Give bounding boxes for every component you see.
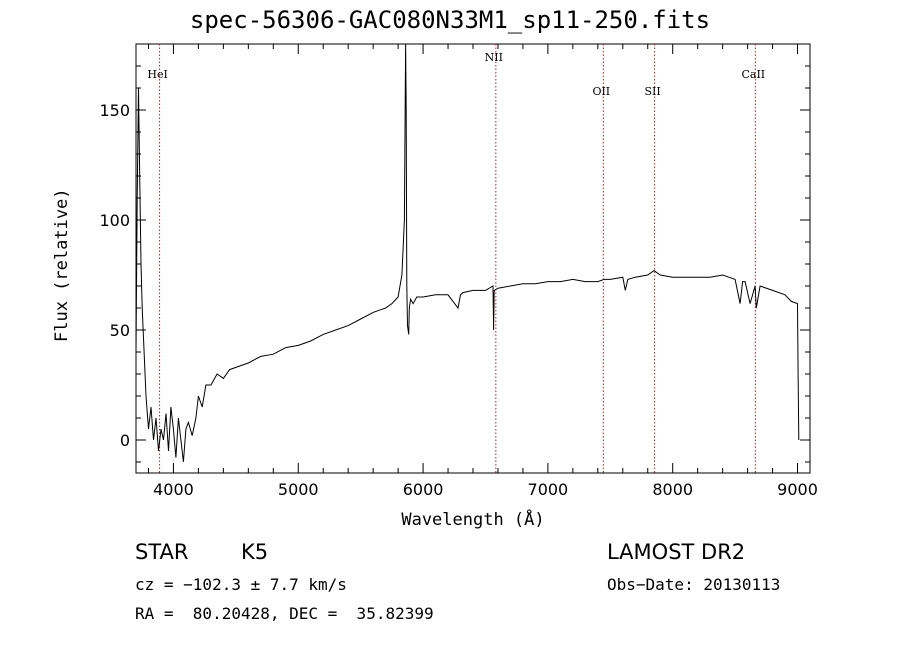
y-tick-label: 50	[110, 321, 130, 340]
x-axis-label: Wavelength (Å)	[401, 510, 545, 530]
redshift-readout: cz = −102.3 ± 7.7 km/s	[135, 575, 347, 594]
object-class: STAR	[135, 540, 189, 564]
line-marker-label: SII	[644, 85, 660, 98]
line-marker-label: NII	[485, 51, 503, 64]
chart-title: spec-56306-GAC080N33M1_sp11-250.fits	[189, 6, 711, 34]
survey-name: LAMOST DR2	[607, 540, 746, 564]
line-labels: HeI NII OII SII CaII	[147, 51, 765, 98]
coordinates-readout: RA = 80.20428, DEC = 35.82399	[135, 604, 434, 623]
line-markers	[159, 44, 756, 473]
line-marker-label: HeI	[147, 68, 167, 81]
x-tick-label: 5000	[278, 480, 319, 499]
x-tick-label: 9000	[777, 480, 818, 499]
line-marker-label: CaII	[741, 68, 765, 81]
x-tick-label: 6000	[403, 480, 444, 499]
observation-date: Obs−Date: 20130113	[607, 575, 781, 594]
x-tick-label: 4000	[153, 480, 194, 499]
y-tick-label: 150	[99, 101, 130, 120]
x-tick-label: 8000	[652, 480, 693, 499]
line-marker-label: OII	[592, 85, 610, 98]
object-subclass: K5	[241, 540, 269, 564]
y-tick-label: 0	[120, 431, 130, 450]
tick-labels: 4000 5000 6000 7000 8000 9000 0 50 100 150	[99, 101, 817, 499]
axis-ticks	[136, 44, 810, 473]
x-tick-label: 7000	[528, 480, 569, 499]
y-tick-label: 100	[99, 211, 130, 230]
spectrum-line	[135, 43, 800, 463]
plot-frame	[135, 43, 811, 474]
y-axis-label: Flux (relative)	[52, 188, 72, 342]
